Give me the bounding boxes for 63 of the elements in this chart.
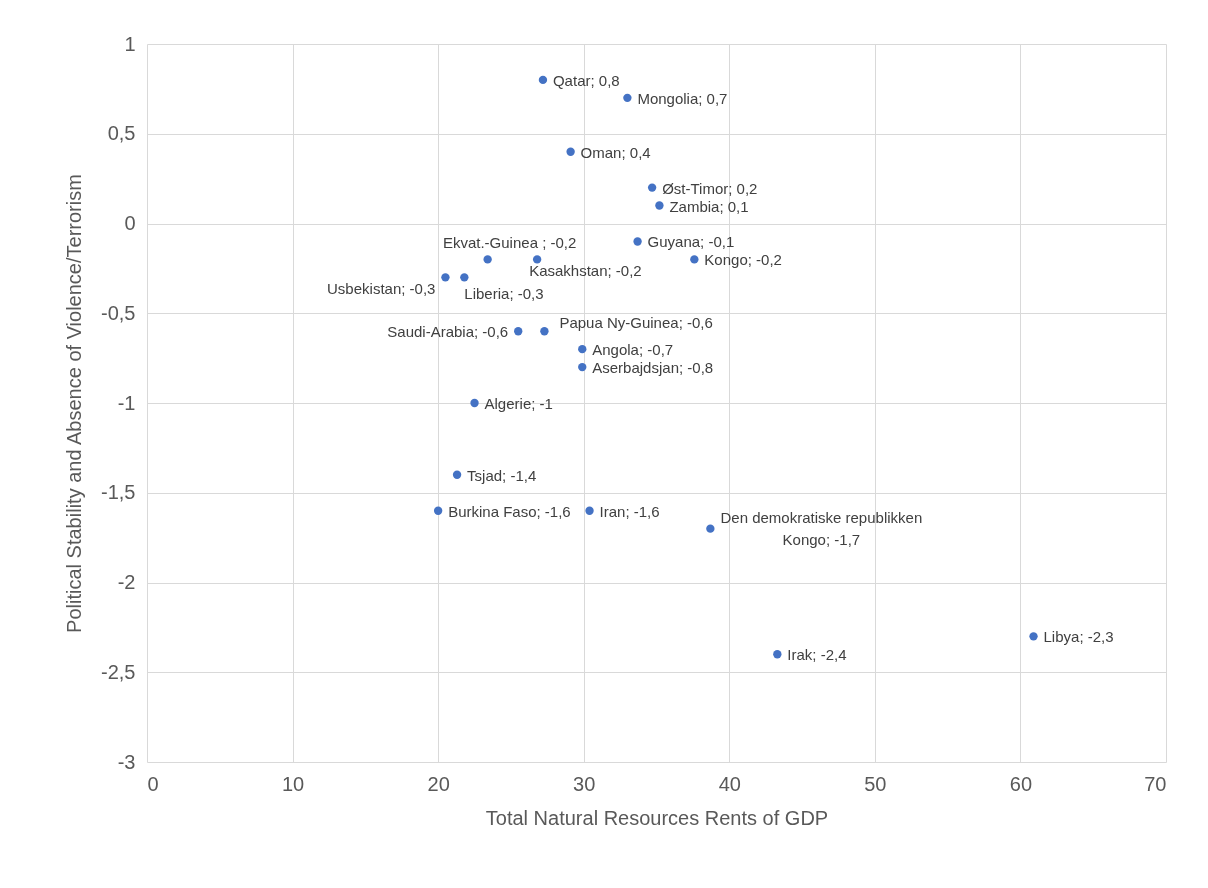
y-tick-label: -2,5 [101, 660, 136, 683]
data-label: Ekvat.-Guinea ; -0,2 [442, 234, 577, 252]
data-label: Irak; -2,4 [787, 646, 847, 664]
point [585, 506, 594, 515]
point [773, 650, 782, 659]
data-label: Kasakhstan; -0,2 [529, 262, 642, 280]
data-label: Zambia; 0,1 [669, 197, 749, 215]
y-tick-label: -3 [117, 750, 136, 773]
x-tick-label: 50 [864, 772, 887, 795]
data-label: Mongolia; 0,7 [637, 89, 728, 107]
y-tick-label: -1 [117, 391, 136, 414]
data-label: Libya; -2,3 [1043, 628, 1114, 646]
data-label: Liberia; -0,3 [464, 285, 544, 303]
point [514, 327, 523, 336]
point [433, 506, 443, 515]
y-tick-label: 0 [124, 212, 136, 234]
y-tick-label: 1 [124, 32, 136, 55]
point [633, 237, 642, 246]
point [532, 255, 542, 264]
data-label: Usbekistan; -0,3 [327, 280, 436, 298]
y-tick-label: 0,5 [107, 122, 136, 145]
data-label: Oman; 0,4 [580, 143, 651, 161]
data-label: Angola; -0,7 [592, 341, 674, 359]
data-label: Tsjad; -1,4 [467, 466, 537, 484]
x-tick-label: 60 [1009, 772, 1033, 795]
y-tick-label: -1,5 [101, 481, 136, 504]
y-axis-title: Political Stability and Absence of Violence/Terrorism [63, 174, 86, 633]
data-label: Iran; -1,6 [599, 502, 660, 520]
point [441, 273, 450, 282]
x-tick-label: 0 [147, 772, 159, 795]
data-label: Den demokratiske republikken Kongo; -1,7 [720, 508, 923, 548]
data-label: Kongo; -0,2 [704, 251, 782, 269]
x-axis-title: Total Natural Resources Rents of GDP [485, 806, 829, 829]
y-tick-label: -2 [117, 571, 136, 593]
point [578, 362, 587, 372]
x-tick-label: 20 [427, 772, 450, 795]
point [623, 93, 632, 103]
x-tick-label: 40 [718, 772, 741, 795]
point [540, 327, 549, 336]
point [566, 147, 575, 156]
point [452, 470, 462, 479]
point [460, 273, 469, 282]
data-label: Aserbajdsjan; -0,8 [592, 359, 714, 377]
point [578, 344, 587, 354]
point [538, 75, 548, 85]
x-tick-label: 30 [573, 772, 596, 795]
point [690, 255, 699, 264]
data-label: Øst-Timor; 0,2 [662, 179, 758, 197]
x-tick-label: 10 [281, 772, 305, 795]
x-tick-label: 70 [1144, 772, 1167, 795]
data-label: Burkina Faso; -1,6 [448, 502, 571, 520]
point [655, 201, 664, 210]
y-tick-label: -0,5 [101, 301, 136, 324]
data-label: Saudi-Arabia; -0,6 [387, 323, 509, 341]
point [706, 524, 715, 533]
point [470, 398, 479, 408]
point [647, 183, 657, 192]
data-label: Algerie; -1 [484, 395, 553, 412]
point [483, 255, 492, 264]
data-label: Papua Ny-Guinea; -0,6 [559, 314, 713, 332]
data-label: Qatar; 0,8 [552, 71, 620, 89]
data-label: Guyana; -0,1 [647, 233, 735, 251]
point [1029, 632, 1038, 641]
